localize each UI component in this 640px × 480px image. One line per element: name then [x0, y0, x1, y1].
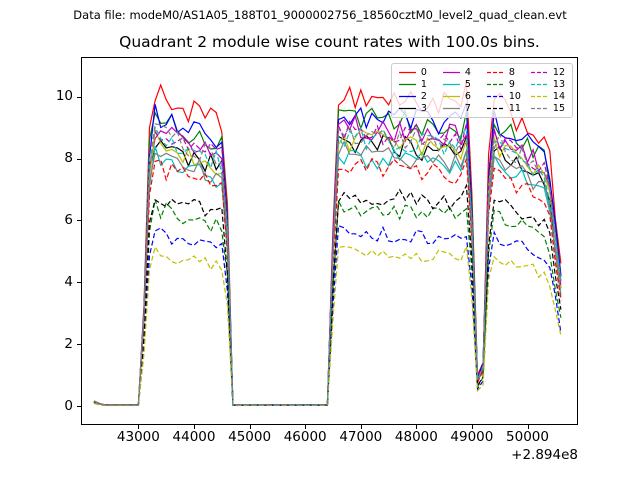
legend-item-5: 5 — [442, 79, 477, 90]
legend-item-13: 13 — [530, 79, 565, 90]
legend-item-2: 2 — [398, 91, 433, 102]
series-line-12 — [93, 120, 562, 406]
legend-item-14: 14 — [530, 91, 565, 102]
legend-label: 0 — [420, 67, 427, 78]
legend-line-sample — [486, 95, 504, 98]
x-tick-label: 49000 — [450, 429, 494, 445]
x-tick-label: 46000 — [283, 429, 327, 445]
legend-line-sample — [398, 83, 416, 86]
legend-item-6: 6 — [442, 91, 477, 102]
y-tick-mark — [77, 282, 81, 284]
legend-item-15: 15 — [530, 103, 565, 114]
legend-item-0: 0 — [398, 67, 433, 78]
legend-label: 14 — [552, 91, 565, 102]
legend-label: 5 — [464, 79, 471, 90]
y-tick-label: 2 — [64, 335, 73, 352]
x-tick-label: 45000 — [228, 429, 272, 445]
series-line-10 — [93, 224, 562, 406]
y-tick-label: 8 — [64, 150, 73, 166]
series-line-8 — [93, 157, 562, 406]
legend-label: 11 — [508, 103, 521, 114]
x-tick-mark — [138, 425, 140, 429]
legend-label: 9 — [508, 79, 515, 90]
x-tick-mark — [527, 425, 529, 429]
series-line-15 — [93, 123, 562, 406]
y-tick-label: 6 — [64, 211, 73, 228]
x-tick-mark — [360, 425, 362, 429]
legend-line-sample — [530, 107, 548, 110]
axes-area: 0 1 2 3 4 5 6 7 8 9 10 11 12 13 14 15 — [81, 57, 578, 425]
y-tick-label: 10 — [55, 88, 73, 105]
legend-label: 12 — [552, 67, 565, 78]
legend-line-sample — [398, 107, 416, 110]
legend: 0 1 2 3 4 5 6 7 8 9 10 11 12 13 14 15 — [390, 63, 573, 118]
x-tick-label: 43000 — [116, 429, 160, 445]
legend-item-1: 1 — [398, 79, 433, 90]
x-tick-label: 44000 — [172, 429, 216, 445]
x-tick-mark — [249, 425, 251, 429]
series-line-0 — [93, 80, 562, 406]
y-tick-label: 0 — [64, 397, 73, 414]
legend-item-10: 10 — [486, 91, 521, 102]
legend-label: 10 — [508, 91, 521, 102]
legend-line-sample — [442, 71, 460, 74]
legend-line-sample — [398, 71, 416, 74]
legend-line-sample — [486, 107, 504, 110]
y-tick-mark — [77, 344, 81, 346]
legend-line-sample — [442, 95, 460, 98]
legend-line-sample — [530, 71, 548, 74]
x-tick-label: 47000 — [339, 429, 383, 445]
x-tick-mark — [305, 425, 307, 429]
x-tick-label: 48000 — [394, 429, 438, 445]
x-tick-mark — [471, 425, 473, 429]
y-tick-mark — [77, 96, 81, 98]
legend-label: 1 — [420, 79, 427, 90]
y-tick-label: 4 — [64, 273, 73, 290]
legend-line-sample — [530, 95, 548, 98]
x-tick-mark — [194, 425, 195, 429]
series-line-14 — [93, 245, 562, 407]
legend-line-sample — [442, 83, 460, 86]
legend-label: 8 — [508, 67, 515, 78]
legend-label: 2 — [420, 91, 427, 102]
legend-item-7: 7 — [442, 103, 477, 114]
legend-line-sample — [486, 71, 504, 74]
y-tick-mark — [77, 220, 81, 222]
series-lines — [93, 80, 562, 407]
legend-item-11: 11 — [486, 103, 521, 114]
legend-label: 13 — [552, 79, 565, 90]
legend-label: 15 — [552, 103, 565, 114]
legend-label: 7 — [464, 103, 471, 114]
legend-label: 6 — [464, 91, 471, 102]
x-tick-label: 50000 — [506, 429, 549, 445]
x-tick-mark — [416, 425, 418, 429]
legend-line-sample — [486, 83, 504, 86]
legend-item-9: 9 — [486, 79, 521, 90]
datafile-label: Data file: modeM0/AS1A05_188T01_90000027… — [73, 8, 567, 22]
legend-item-3: 3 — [398, 103, 433, 114]
legend-item-8: 8 — [486, 67, 521, 78]
legend-line-sample — [442, 107, 460, 110]
y-tick-mark — [77, 406, 81, 408]
legend-line-sample — [530, 83, 548, 86]
legend-item-12: 12 — [530, 67, 565, 78]
series-line-11 — [93, 183, 562, 406]
y-tick-mark — [77, 158, 81, 160]
legend-label: 3 — [420, 103, 427, 114]
legend-item-4: 4 — [442, 67, 477, 78]
plot-title: Quadrant 2 module wise count rates with … — [119, 33, 540, 51]
x-axis-offset-label: +2.894e8 — [511, 447, 578, 463]
legend-label: 4 — [464, 67, 471, 78]
legend-line-sample — [398, 95, 416, 98]
